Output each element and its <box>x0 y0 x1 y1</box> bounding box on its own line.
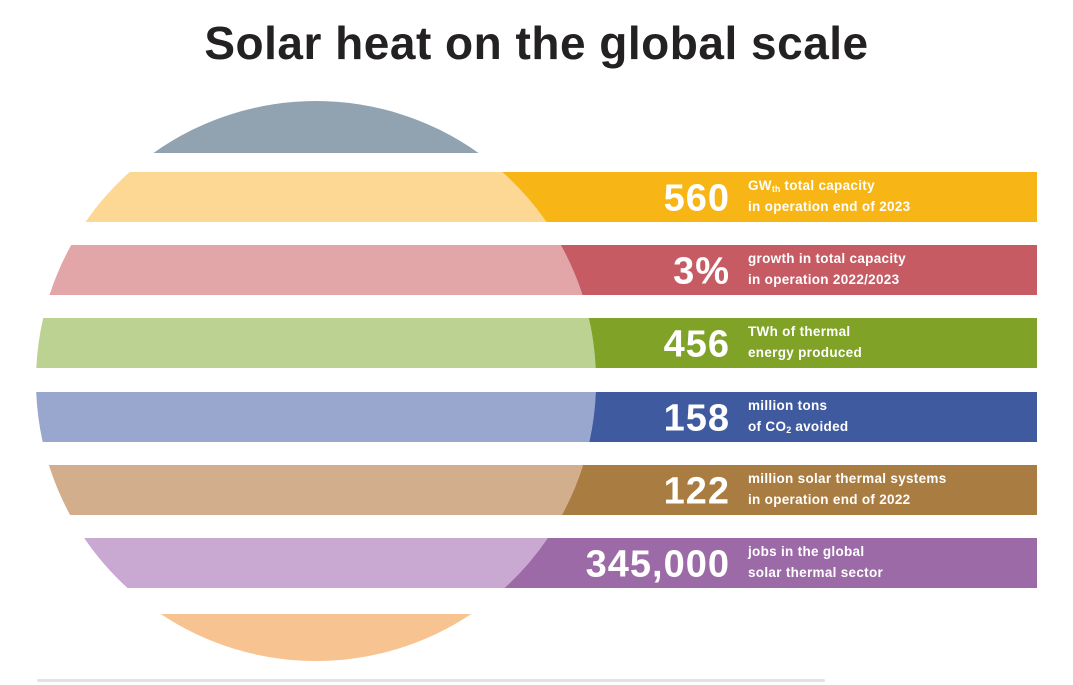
stat-desc-line2: energy produced <box>748 344 862 365</box>
bar-1-dark-stripe <box>502 172 1037 222</box>
desc-text: jobs in the global <box>748 544 865 559</box>
bar-5-dark-stripe <box>561 465 1037 515</box>
stat-value: 456 <box>663 323 730 366</box>
stat-value: 122 <box>663 470 730 513</box>
desc-text: total capacity <box>780 178 875 193</box>
desc-subscript: 2 <box>786 425 792 435</box>
desc-text: million solar thermal systems <box>748 471 947 486</box>
stat-description: GWth total capacity in operation end of … <box>748 177 910 219</box>
bar-3-dark-stripe <box>588 318 1037 368</box>
stat-value: 158 <box>663 397 730 440</box>
bar-5-light-stripe <box>48 465 584 515</box>
stat-value: 560 <box>663 177 730 220</box>
stat-description: million solar thermal systems in operati… <box>748 470 947 512</box>
desc-text: TWh of thermal <box>748 324 851 339</box>
stat-desc-line1: growth in total capacity <box>748 250 906 271</box>
bar-6-dark-stripe <box>504 538 1037 588</box>
desc-text: in operation end of 2023 <box>748 199 911 214</box>
stat-desc-line2: in operation 2022/2023 <box>748 271 906 292</box>
bar-2-light-stripe <box>49 245 583 295</box>
stat-desc-line2: solar thermal sector <box>748 564 883 585</box>
stat-row-total-capacity: 560 GWth total capacity in operation end… <box>0 172 1037 222</box>
stat-desc-line2: in operation end of 2023 <box>748 198 910 219</box>
stat-description: million tons of CO2 avoided <box>748 397 848 439</box>
desc-text: growth in total capacity <box>748 251 906 266</box>
stat-row-jobs: 345,000 jobs in the global solar thermal… <box>0 538 1037 588</box>
bar-4-dark-stripe <box>589 392 1037 442</box>
infographic-title: Solar heat on the global scale <box>204 17 869 69</box>
sun-top-segment <box>153 101 479 153</box>
stat-row-systems-in-operation: 122 million solar thermal systems in ope… <box>0 465 1037 515</box>
desc-text: GW <box>748 178 772 193</box>
desc-text: energy produced <box>748 345 863 360</box>
stat-desc-line2: in operation end of 2022 <box>748 491 947 512</box>
desc-text: in operation 2022/2023 <box>748 272 900 287</box>
bar-2-dark-stripe <box>560 245 1037 295</box>
page-divider-line <box>37 679 825 682</box>
stat-value: 345,000 <box>585 543 730 586</box>
desc-text: million tons <box>748 398 828 413</box>
stat-row-co2-avoided: 158 million tons of CO2 avoided <box>0 392 1037 442</box>
bar-4-light-stripe <box>36 392 596 442</box>
stat-desc-line1: million solar thermal systems <box>748 470 947 491</box>
bar-3-light-stripe <box>36 318 596 368</box>
desc-subscript: th <box>771 184 781 194</box>
stat-desc-line2: of CO2 avoided <box>748 418 848 439</box>
stat-desc-line1: TWh of thermal <box>748 323 862 344</box>
stat-description: TWh of thermal energy produced <box>748 323 862 365</box>
bar-1-light-stripe <box>85 172 547 222</box>
stat-description: jobs in the global solar thermal sector <box>748 543 883 585</box>
stat-row-thermal-energy: 456 TWh of thermal energy produced <box>0 318 1037 368</box>
stat-desc-line1: GWth total capacity <box>748 177 910 198</box>
stat-desc-line1: million tons <box>748 397 848 418</box>
stat-row-capacity-growth: 3% growth in total capacity in operation… <box>0 245 1037 295</box>
sun-bottom-segment <box>160 614 472 662</box>
stat-desc-line1: jobs in the global <box>748 543 883 564</box>
desc-text: in operation end of 2022 <box>748 492 911 507</box>
stat-value: 3% <box>673 250 730 293</box>
desc-text: avoided <box>791 419 849 434</box>
desc-text: of CO <box>748 419 787 434</box>
stat-description: growth in total capacity in operation 20… <box>748 250 906 292</box>
bar-6-light-stripe <box>84 538 548 588</box>
desc-text: solar thermal sector <box>748 565 884 580</box>
